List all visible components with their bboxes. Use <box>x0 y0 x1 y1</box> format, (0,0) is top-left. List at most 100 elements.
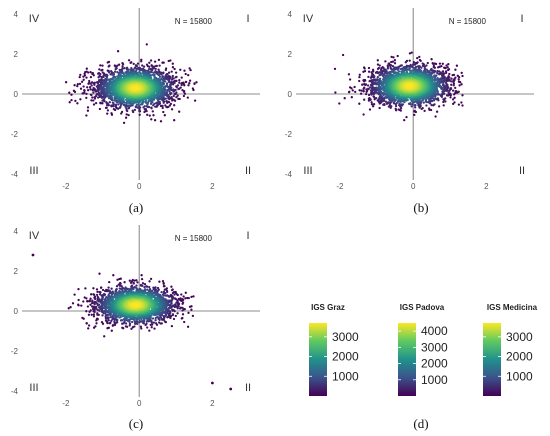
data-point <box>83 74 87 77</box>
data-point <box>177 97 180 101</box>
data-point <box>460 71 463 75</box>
data-point <box>150 118 153 121</box>
data-point <box>86 109 90 112</box>
data-point <box>450 77 453 80</box>
data-point <box>135 67 138 70</box>
data-point <box>101 102 104 105</box>
data-point <box>150 106 153 109</box>
data-point <box>384 100 388 103</box>
data-point <box>343 97 346 100</box>
data-point <box>410 105 413 108</box>
data-point <box>154 67 157 71</box>
data-point <box>134 105 137 108</box>
data-point <box>98 68 101 71</box>
data-point <box>133 67 136 70</box>
data-point <box>348 90 351 93</box>
data-point <box>99 101 102 104</box>
data-point <box>376 67 380 71</box>
data-point <box>83 89 86 92</box>
data-point <box>350 96 353 99</box>
data-point <box>419 59 422 63</box>
data-point <box>149 59 153 62</box>
data-point <box>76 83 79 86</box>
data-point <box>193 99 197 102</box>
data-point <box>153 119 157 122</box>
data-point <box>458 84 461 87</box>
data-point <box>171 74 174 78</box>
data-point <box>117 103 120 106</box>
data-point <box>334 91 337 94</box>
data-point <box>106 112 109 115</box>
data-point <box>93 83 96 86</box>
data-point <box>418 55 421 59</box>
data-point <box>139 68 142 72</box>
data-point <box>399 67 403 71</box>
data-point <box>79 73 82 77</box>
data-point <box>366 84 370 87</box>
data-point <box>448 72 451 76</box>
data-point <box>97 90 100 93</box>
data-point <box>151 65 154 68</box>
data-point <box>113 76 116 79</box>
data-point <box>91 96 94 99</box>
data-point <box>92 91 95 94</box>
data-point <box>182 94 186 98</box>
data-point <box>149 102 153 105</box>
data-point <box>436 66 440 69</box>
data-point <box>361 83 364 86</box>
data-point <box>366 89 369 92</box>
data-point <box>82 85 85 88</box>
data-point <box>86 89 90 92</box>
y-tick-label: -2 <box>11 130 19 139</box>
data-point <box>74 99 77 103</box>
data-point <box>443 66 446 69</box>
data-point <box>138 105 141 108</box>
data-point <box>127 104 130 107</box>
data-point <box>102 75 105 79</box>
data-point <box>79 98 82 101</box>
data-point <box>367 66 371 70</box>
data-point <box>180 76 183 79</box>
data-point <box>125 113 128 116</box>
data-point <box>175 85 178 88</box>
data-point <box>120 110 124 114</box>
data-point <box>97 80 101 84</box>
data-point <box>70 98 73 102</box>
data-point <box>176 84 180 87</box>
data-point <box>181 88 184 92</box>
data-point <box>370 101 373 104</box>
data-point <box>441 84 445 87</box>
data-point <box>428 107 431 110</box>
data-point <box>364 79 367 82</box>
data-point <box>371 105 375 108</box>
data-point <box>86 106 90 109</box>
data-point <box>441 92 444 96</box>
data-point <box>145 43 148 46</box>
data-point <box>456 74 459 77</box>
data-point <box>386 67 390 70</box>
data-point <box>451 89 455 92</box>
data-point <box>436 72 439 75</box>
data-point <box>131 109 134 112</box>
data-point <box>127 68 130 71</box>
data-point <box>93 88 97 91</box>
data-point <box>182 90 186 93</box>
data-point <box>187 84 190 87</box>
data-point <box>76 84 79 88</box>
sample-size-annotation: N = 15800 <box>175 17 213 26</box>
data-point <box>433 103 436 106</box>
data-point <box>161 106 164 110</box>
data-point <box>76 102 79 105</box>
data-point <box>89 75 93 79</box>
data-point <box>98 92 101 95</box>
data-point <box>434 97 437 100</box>
data-point <box>162 110 165 114</box>
data-point <box>129 61 132 65</box>
data-point <box>140 60 143 63</box>
data-point <box>110 73 113 76</box>
data-point <box>153 60 157 63</box>
data-point <box>149 77 153 80</box>
data-point <box>414 106 417 109</box>
data-point <box>132 62 135 66</box>
